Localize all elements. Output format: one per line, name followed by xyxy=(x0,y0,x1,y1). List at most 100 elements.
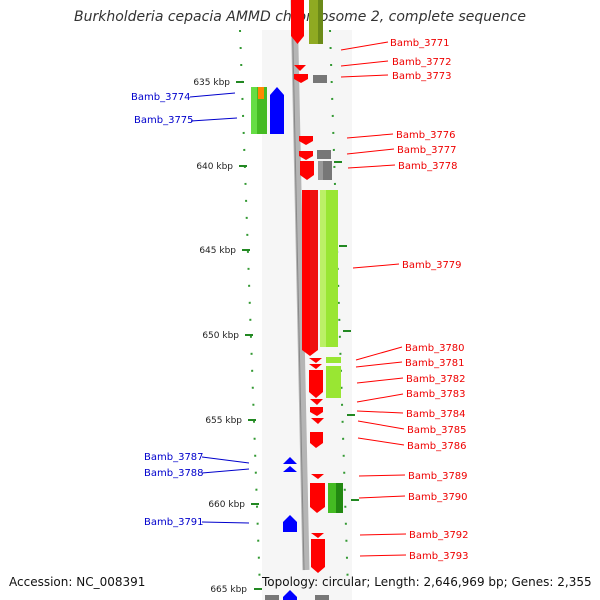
gene-bamb-3791 xyxy=(283,515,297,532)
gene-label[interactable]: Bamb_3780 xyxy=(405,343,465,354)
gene-bamb-3782-lime xyxy=(326,366,341,398)
gene-bamb-3775-green-light xyxy=(251,87,257,134)
gene-block-top-red xyxy=(291,0,304,36)
gene-bamb-3789 xyxy=(311,474,324,479)
leader-bamb-3785 xyxy=(357,420,405,430)
leader-bamb-3779 xyxy=(352,263,400,269)
gene-bamb-3776 xyxy=(299,136,313,145)
gene-bamb-3788 xyxy=(283,466,297,472)
gene-label[interactable]: Bamb_3776 xyxy=(396,130,456,141)
gene-bamb-3773-gray xyxy=(313,75,327,83)
tick-label-640: 640 kbp xyxy=(196,162,233,172)
tick-label-665: 665 kbp xyxy=(210,585,247,595)
topology-text: Topology: circular; Length: 2,646,969 bp… xyxy=(262,575,592,589)
gene-label[interactable]: Bamb_3781 xyxy=(405,358,465,369)
leader-bamb-3791 xyxy=(201,521,250,524)
tick-label-645: 645 kbp xyxy=(199,246,236,256)
gene-bamb-3780 xyxy=(309,358,322,363)
leader-bamb-3776 xyxy=(346,133,394,139)
gene-bamb-3787 xyxy=(283,457,297,464)
gene-bottom-gray-right xyxy=(315,595,329,600)
gene-label[interactable]: Bamb_3787 xyxy=(144,452,204,463)
leader-bamb-3788 xyxy=(201,468,250,474)
gene-bamb-3779-red-arrow xyxy=(302,350,318,356)
gene-bottom-blue xyxy=(283,590,297,600)
gene-label[interactable]: Bamb_3792 xyxy=(409,530,469,541)
leader-bamb-3781 xyxy=(355,361,403,368)
leader-bamb-3783 xyxy=(356,393,404,403)
gene-bamb-3783 xyxy=(310,399,323,405)
gene-bamb-3778-gray-light xyxy=(318,161,323,180)
gene-bamb-3793 xyxy=(311,539,325,573)
gene-label[interactable]: Bamb_3786 xyxy=(407,441,467,452)
gene-bamb-3774-orange xyxy=(258,87,264,99)
left-gene-labels: Bamb_3774 Bamb_3775 Bamb_3787 Bamb_3788 … xyxy=(131,92,204,528)
gene-label[interactable]: Bamb_3777 xyxy=(397,145,457,156)
gene-bamb-3779-lime-light xyxy=(320,190,326,347)
gene-label[interactable]: Bamb_3774 xyxy=(131,92,191,103)
gene-bamb-3777-gray xyxy=(317,150,331,159)
chromosome-backbone xyxy=(290,0,310,571)
gene-label[interactable]: Bamb_3775 xyxy=(134,115,194,126)
right-leader-lines xyxy=(340,41,407,557)
leader-bamb-3784 xyxy=(356,410,404,414)
gene-label[interactable]: Bamb_3771 xyxy=(390,38,450,49)
gene-bamb-3780-lime xyxy=(326,357,341,363)
leader-bamb-3777 xyxy=(346,148,395,155)
gene-block-top-olive-shade xyxy=(318,0,323,44)
leader-bamb-3774 xyxy=(189,92,236,98)
gene-bamb-3781 xyxy=(309,364,322,369)
gene-bamb-3782 xyxy=(309,370,323,398)
leader-bamb-3793 xyxy=(359,554,407,557)
gene-bamb-3790-red xyxy=(310,483,325,513)
leader-bamb-3792 xyxy=(359,533,407,536)
leader-bamb-3778 xyxy=(347,164,396,169)
chromosome-backbone-edge xyxy=(291,0,305,571)
gene-bamb-3785 xyxy=(311,418,324,424)
leader-bamb-3789 xyxy=(358,474,406,477)
gene-bamb-3790-green-shade xyxy=(336,483,343,513)
left-leader-lines xyxy=(189,92,250,524)
gene-bamb-3778 xyxy=(300,161,314,180)
gene-label[interactable]: Bamb_3784 xyxy=(406,409,466,420)
gene-bamb-3786 xyxy=(310,432,323,448)
gene-bamb-3777 xyxy=(299,151,313,160)
leader-bamb-3773 xyxy=(340,74,389,78)
leader-bamb-3790 xyxy=(358,495,406,499)
gene-label[interactable]: Bamb_3773 xyxy=(392,71,452,82)
gene-label[interactable]: Bamb_3772 xyxy=(392,57,452,68)
axis-ticks xyxy=(236,81,359,590)
gene-bamb-3772 xyxy=(294,65,306,71)
gene-bamb-3792 xyxy=(311,533,324,538)
leader-bamb-3787 xyxy=(201,456,250,464)
tick-label-650: 650 kbp xyxy=(202,331,239,341)
gene-bamb-3775-blue xyxy=(270,87,284,134)
gene-bottom-gray xyxy=(265,595,279,600)
gene-block-top-red-arrow xyxy=(291,36,304,44)
tick-label-635: 635 kbp xyxy=(193,78,230,88)
leader-bamb-3775 xyxy=(190,117,238,122)
gene-bamb-3784 xyxy=(310,407,323,416)
gene-label[interactable]: Bamb_3790 xyxy=(408,492,468,503)
right-gene-labels: Bamb_3771 Bamb_3772 Bamb_3773 Bamb_3776 … xyxy=(390,38,469,562)
leader-bamb-3780 xyxy=(355,346,403,361)
gene-label[interactable]: Bamb_3793 xyxy=(409,551,469,562)
gene-label[interactable]: Bamb_3779 xyxy=(402,260,462,271)
gene-label[interactable]: Bamb_3782 xyxy=(406,374,466,385)
accession-text: Accession: NC_008391 xyxy=(9,575,146,589)
tick-label-660: 660 kbp xyxy=(208,500,245,510)
tick-label-655: 655 kbp xyxy=(205,416,242,426)
gene-label[interactable]: Bamb_3789 xyxy=(408,471,468,482)
gene-bamb-3773 xyxy=(294,74,308,83)
leader-bamb-3772 xyxy=(340,60,389,67)
gene-label[interactable]: Bamb_3791 xyxy=(144,517,204,528)
leader-bamb-3782 xyxy=(356,377,404,384)
leader-bamb-3771 xyxy=(340,41,389,51)
gene-bamb-3779-red-shade xyxy=(310,190,318,350)
gene-label[interactable]: Bamb_3778 xyxy=(398,161,458,172)
gene-label[interactable]: Bamb_3785 xyxy=(407,425,467,436)
leader-bamb-3786 xyxy=(357,437,405,446)
gene-label[interactable]: Bamb_3788 xyxy=(144,468,204,479)
gene-label[interactable]: Bamb_3783 xyxy=(406,389,466,400)
